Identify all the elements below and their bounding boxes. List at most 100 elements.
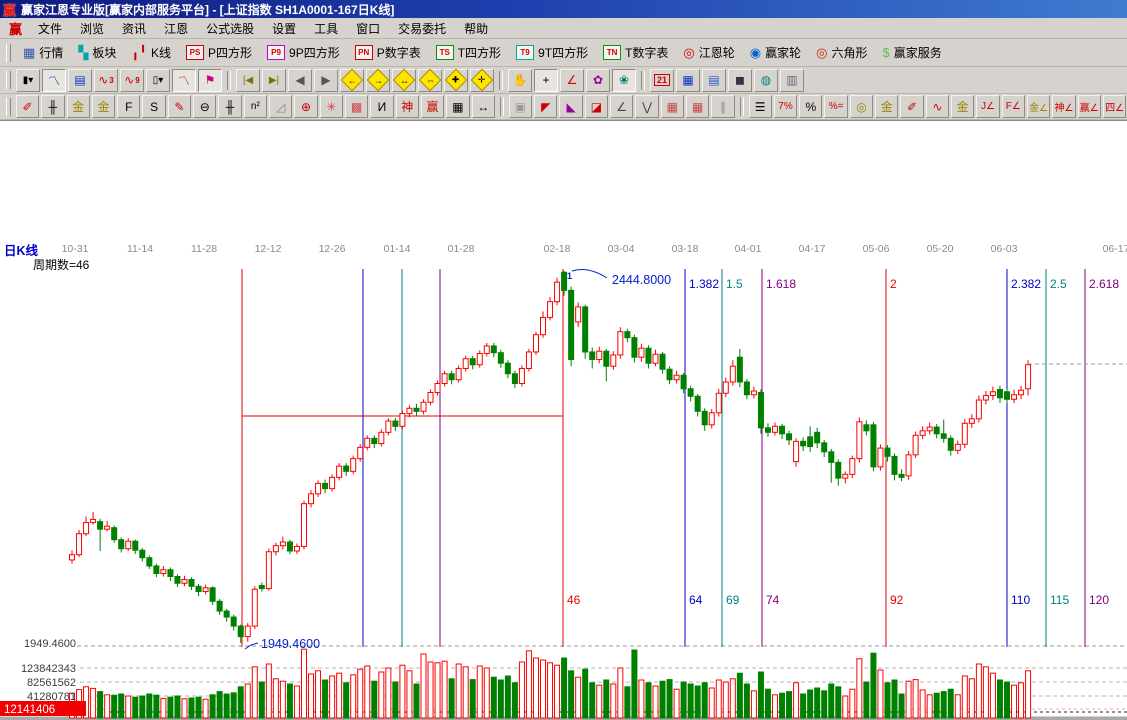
web-square-button[interactable]: ▩ [345, 95, 368, 118]
sectors-button[interactable]: ▚板块 [71, 41, 123, 64]
f-comb-button[interactable]: F [117, 95, 140, 118]
gold-comb-a-button[interactable]: 金 [67, 95, 90, 118]
gold-angle-button[interactable]: 金∠ [1027, 95, 1050, 118]
expand-all-button[interactable]: ✚ [444, 69, 468, 92]
toolbar-grip[interactable] [6, 71, 11, 89]
pattern-blue-button[interactable]: 〽 [42, 69, 66, 92]
chart-canvas[interactable]: 461.382641.5691.618742922.3821102.51152.… [0, 121, 1127, 720]
candle-hollow-dropdown[interactable]: ▯▾ [146, 69, 170, 92]
ma9-button[interactable]: ∿9 [120, 69, 144, 92]
compress-all-button[interactable]: ✛ [470, 69, 494, 92]
menu-item-0[interactable]: 文件 [29, 18, 71, 39]
shape-purple-button[interactable]: ✿ [586, 69, 610, 92]
quotes-button[interactable]: ▦行情 [16, 41, 70, 64]
f-angle-button[interactable]: F∠ [1002, 95, 1025, 118]
angle-line-button[interactable]: ∠ [610, 95, 633, 118]
shape-teal-button[interactable]: ❀ [612, 69, 636, 92]
shift-left-button[interactable]: ← [340, 69, 364, 92]
box-tool-button[interactable]: ▣ [509, 95, 532, 118]
menu-item-6[interactable]: 工具 [305, 18, 347, 39]
notes-button[interactable]: ▤ [702, 69, 726, 92]
pencil-tool-button[interactable]: ✐ [16, 95, 39, 118]
grid-red-b-button[interactable]: ▦ [686, 95, 709, 118]
crosshair-tool-button[interactable]: + [534, 69, 558, 92]
winner-wheel-button[interactable]: ◉赢家轮 [743, 41, 808, 64]
ying-angle-button[interactable]: 赢∠ [1078, 95, 1101, 118]
menu-logo-icon[interactable]: 赢 [2, 19, 29, 38]
menu-item-1[interactable]: 浏览 [71, 18, 113, 39]
toolbar-grip[interactable] [6, 44, 11, 62]
ma3-button[interactable]: ∿3 [94, 69, 118, 92]
last-bar-button[interactable]: ▶| [262, 69, 286, 92]
menu-item-4[interactable]: 公式选股 [197, 18, 263, 39]
pencil-ruler-button[interactable]: ✎ [168, 95, 191, 118]
first-bar-button[interactable]: |◀ [236, 69, 260, 92]
hexagon-button[interactable]: ◎六角形 [809, 41, 874, 64]
menu-item-9[interactable]: 帮助 [455, 18, 497, 39]
print-button[interactable]: ▥ [780, 69, 804, 92]
ying-comb-button[interactable]: 赢 [421, 95, 444, 118]
percent-line-button[interactable]: 7% [774, 95, 797, 118]
toolbar-grip[interactable] [6, 98, 11, 116]
save-button[interactable]: ◼ [728, 69, 752, 92]
pattern-red-button[interactable]: 〽 [172, 69, 196, 92]
menu-item-3[interactable]: 江恩 [155, 18, 197, 39]
fan-red-button[interactable]: ◤ [534, 95, 557, 118]
four-angle-button[interactable]: 四∠ [1103, 95, 1126, 118]
circle-ruler-button[interactable]: ⊖ [193, 95, 216, 118]
calendar-button[interactable]: 21 [650, 69, 674, 92]
menu-item-7[interactable]: 窗口 [347, 18, 389, 39]
gann-wheel-button[interactable]: ◎江恩轮 [676, 41, 741, 64]
grid-123-button[interactable]: ▦ [446, 95, 469, 118]
menu-item-5[interactable]: 设置 [263, 18, 305, 39]
shen-angle-button[interactable]: 神∠ [1052, 95, 1075, 118]
shift-right-button[interactable]: → [366, 69, 390, 92]
title-bar[interactable]: 赢 赢家江恩专业版[赢家内部服务平台] - [上证指数 SH1A0001-167… [0, 0, 1127, 18]
gann-compass-button[interactable]: ⊕ [294, 95, 317, 118]
wave-band-button[interactable]: ∿ [926, 95, 949, 118]
percent-button[interactable]: % [799, 95, 822, 118]
brush-button[interactable]: ✐ [900, 95, 923, 118]
network-button[interactable]: ◍ [754, 69, 778, 92]
kline-type-dropdown[interactable]: ▮▾ [16, 69, 40, 92]
shen-comb-button[interactable]: 神 [396, 95, 419, 118]
gold-band-button[interactable]: 金 [951, 95, 974, 118]
calculator-button[interactable]: ▦ [676, 69, 700, 92]
prev-bar-button[interactable]: ◀ [288, 69, 312, 92]
web-star-button[interactable]: ✳ [320, 95, 343, 118]
menu-item-2[interactable]: 资讯 [113, 18, 155, 39]
wave-tool-button[interactable]: ⋁ [635, 95, 658, 118]
zigzag-button[interactable]: И [370, 95, 393, 118]
measure-angle-button[interactable]: ∠ [560, 69, 584, 92]
hand-tool-button[interactable]: ✋ [508, 69, 532, 92]
menu-item-8[interactable]: 交易委托 [389, 18, 455, 39]
fan-purple-button[interactable]: ◣ [559, 95, 582, 118]
gann-comb-button[interactable]: ╫ [41, 95, 64, 118]
tick-ruler-button[interactable]: ╫ [218, 95, 241, 118]
grid-red-a-button[interactable]: ▦ [661, 95, 684, 118]
gold-comb-b-button[interactable]: 金 [92, 95, 115, 118]
s-comb-button[interactable]: S [142, 95, 165, 118]
expand-horizontal-button[interactable]: ↔ [392, 69, 416, 92]
next-bar-button[interactable]: ▶ [314, 69, 338, 92]
fan-box-button[interactable]: ◪ [585, 95, 608, 118]
parallel-lines-button[interactable]: ∥ [711, 95, 734, 118]
info-panel-button[interactable]: ▤ [68, 69, 92, 92]
span-measure-button[interactable]: ↔ [472, 95, 495, 118]
scale-list-button[interactable]: ☰ [749, 95, 772, 118]
n-squared-button[interactable]: n² [244, 95, 267, 118]
kline-button[interactable]: ╻╹K线 [124, 41, 178, 64]
volume-profile-button[interactable]: ⚑ [198, 69, 222, 92]
protractor-button[interactable]: ◿ [269, 95, 292, 118]
j-angle-button[interactable]: J∠ [976, 95, 999, 118]
winner-service-button[interactable]: $赢家服务 [876, 41, 949, 64]
gold-lines-button[interactable]: 金 [875, 95, 898, 118]
gold-circle-button[interactable]: ◎ [850, 95, 873, 118]
compress-horizontal-button[interactable]: ⇔ [418, 69, 442, 92]
